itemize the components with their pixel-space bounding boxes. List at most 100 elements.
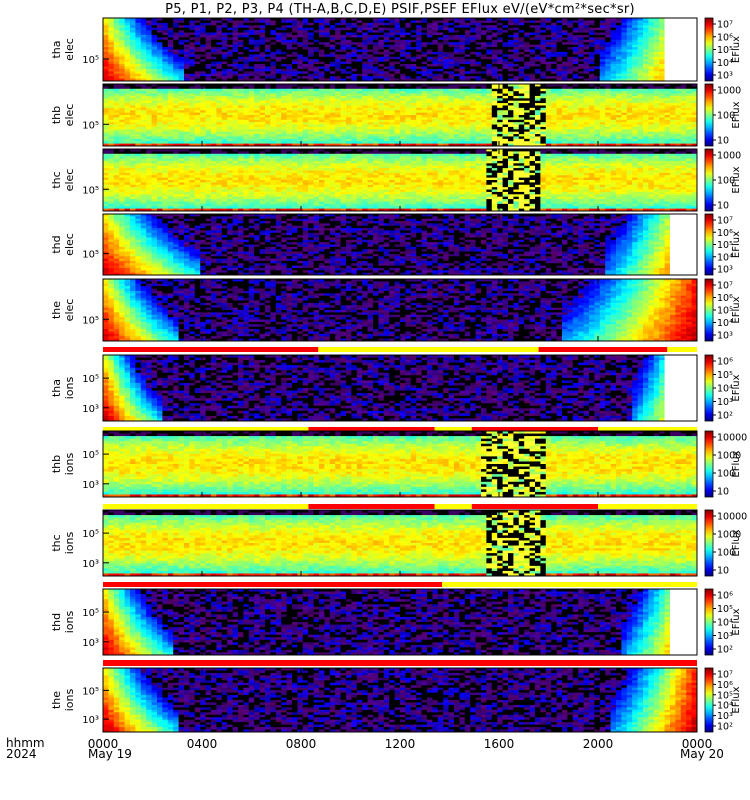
time-tick-label: 1600 (484, 737, 515, 751)
colorbar-tick-label: 10 (717, 136, 729, 147)
colorbar-label: EFlux (731, 374, 742, 401)
y-tick-label: 10⁵ (82, 529, 99, 540)
colorbar-label: EFlux (731, 686, 742, 713)
ylabel-probe: thc (50, 534, 63, 551)
mode-bar-segment (318, 347, 538, 352)
end-date-label: May 20 (680, 747, 724, 761)
y-tick-label: 10⁵ (82, 55, 99, 66)
colorbar (705, 589, 713, 655)
y-tick-label: 10⁵ (82, 315, 99, 326)
ylabel-probe: tha (50, 379, 63, 397)
ylabel-species: ions (63, 452, 76, 475)
y-tick-label: 10⁵ (82, 374, 99, 385)
colorbar-tick-label: 10² (717, 645, 733, 656)
ylabel-species: ions (63, 610, 76, 633)
y-tick-label: 10⁵ (82, 250, 99, 261)
colorbar-tick-label: 10 (717, 487, 729, 498)
y-tick-label: 10³ (82, 559, 99, 570)
ylabel-species: elec (63, 38, 76, 61)
colorbar-tick-label: 1000 (717, 151, 741, 162)
colorbar (705, 214, 713, 275)
start-date-label: May 19 (88, 747, 132, 761)
colorbar-tick-label: 10³ (717, 331, 733, 342)
colorbar-tick-label: 10⁶ (717, 357, 733, 368)
mode-bar-segment (308, 504, 434, 509)
colorbar-label: EFlux (731, 231, 742, 258)
y-tick-label: 10³ (82, 638, 99, 649)
ylabel-species: elec (63, 169, 76, 192)
colorbar-label: EFlux (731, 529, 742, 556)
colorbar-tick-label: 10⁷ (717, 670, 733, 681)
colorbar-tick-label: 10³ (717, 71, 733, 82)
colorbar-tick-label: 10 (717, 201, 729, 212)
ylabel-species: ions (63, 531, 76, 554)
colorbar-label: EFlux (731, 296, 742, 323)
colorbar (705, 431, 713, 497)
colorbar-tick-label: 10² (717, 722, 733, 733)
ylabel-probe: thd (50, 613, 63, 631)
colorbar (705, 84, 713, 146)
y-tick-label: 10⁵ (82, 120, 99, 131)
y-tick-label: 10³ (82, 404, 99, 415)
mode-bar-segment (598, 504, 697, 509)
mode-bar-segment (442, 582, 697, 587)
y-tick-label: 10⁵ (82, 686, 99, 697)
colorbar-label: EFlux (731, 450, 742, 477)
mode-bar-segment (667, 347, 697, 352)
mode-bar-segment (103, 347, 318, 352)
colorbar-label: EFlux (731, 36, 742, 63)
colorbar (705, 149, 713, 211)
ylabel-species: elec (63, 299, 76, 322)
time-row-label-year: 2024 (6, 747, 37, 761)
ylabel-probe: thd (50, 235, 63, 253)
y-tick-label: 10³ (82, 480, 99, 491)
ylabel-species: elec (63, 233, 76, 256)
time-tick-label: 0400 (187, 737, 218, 751)
time-tick-label: 2000 (583, 737, 614, 751)
y-tick-label: 10³ (82, 715, 99, 726)
mode-bar-segment (103, 660, 697, 665)
ylabel-probe: the (50, 691, 63, 709)
colorbar-tick-label: 10³ (717, 265, 733, 276)
colorbar-tick-label: 10⁷ (717, 281, 733, 292)
colorbar-tick-label: 10 (717, 566, 729, 577)
mode-bar-segment (472, 504, 598, 509)
ylabel-probe: thc (50, 171, 63, 188)
colorbar (705, 279, 713, 341)
colorbar-label: EFlux (731, 101, 742, 128)
y-tick-label: 10⁵ (82, 450, 99, 461)
time-tick-label: 0800 (286, 737, 317, 751)
ylabel-species: ions (63, 376, 76, 399)
mode-bar-segment (539, 347, 668, 352)
y-tick-label: 10⁵ (82, 608, 99, 619)
ylabel-probe: the (50, 301, 63, 319)
colorbar-tick-label: 10⁷ (717, 20, 733, 31)
ylabel-probe: thb (50, 106, 63, 124)
colorbar-tick-label: 1000 (717, 86, 741, 97)
colorbar-tick-label: 10⁷ (717, 216, 733, 227)
colorbar (705, 355, 713, 421)
colorbar-tick-label: 10000 (717, 512, 747, 523)
y-tick-label: 10⁵ (82, 185, 99, 196)
colorbar (705, 510, 713, 576)
ylabel-species: ions (63, 688, 76, 711)
colorbar-label: EFlux (731, 166, 742, 193)
ylabel-probe: thb (50, 455, 63, 473)
ylabel-probe: tha (50, 40, 63, 58)
mode-bar-segment (103, 504, 308, 509)
colorbar-label: EFlux (731, 608, 742, 635)
time-tick-label: 1200 (385, 737, 416, 751)
ylabel-species: elec (63, 104, 76, 127)
colorbar-tick-label: 10⁶ (717, 591, 733, 602)
